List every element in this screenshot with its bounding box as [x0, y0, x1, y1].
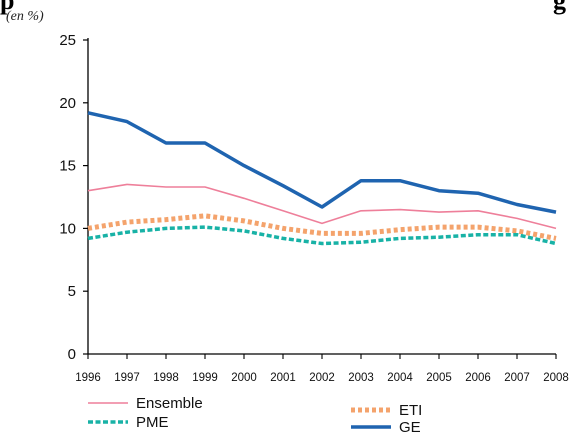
x-tick-label: 2000 [231, 372, 257, 384]
x-tick-label: 1998 [153, 372, 179, 384]
y-tick-label: 10 [59, 220, 76, 237]
y-tick-label: 20 [59, 95, 76, 112]
cut-heading-left: p [0, 0, 15, 15]
x-tick-label: 2008 [543, 372, 569, 384]
y-tick-label: 15 [59, 158, 76, 175]
y-tick-label: 0 [68, 346, 76, 363]
y-tick-label: 25 [59, 32, 76, 49]
series-line-ge [87, 111, 557, 214]
series-line-eti [87, 213, 557, 241]
chart-legend: Ensemble ETI PME GE [88, 395, 422, 432]
x-tick-label: 2001 [270, 372, 296, 384]
series-line-ensemble [87, 183, 557, 230]
x-tick-label: 1999 [192, 372, 218, 384]
x-tick-label: 2005 [426, 372, 452, 384]
x-tick-label: 2004 [387, 372, 413, 384]
x-tick-label: 2007 [504, 372, 530, 384]
x-tick-label: 1997 [114, 372, 140, 384]
x-tick-label: 1996 [75, 372, 101, 384]
cut-heading-right: g [553, 0, 566, 15]
x-tick-label: 2003 [348, 372, 374, 384]
y-tick-label: 5 [68, 283, 76, 300]
unit-label: (en %) [6, 9, 44, 24]
legend-label-eti: ETI [399, 402, 422, 419]
legend-label-ge: GE [399, 419, 421, 432]
legend-label-ensemble: Ensemble [136, 395, 203, 412]
legend-label-pme: PME [136, 414, 169, 431]
x-axis-ticks: 1996 1997 1998 1999 2000 2001 2002 2003 2004 2005… [75, 354, 569, 384]
cut-off-heading: p g [0, 0, 566, 16]
x-tick-label: 2002 [309, 372, 335, 384]
series-line-pme [87, 225, 557, 246]
y-axis-ticks: 0 5 10 15 20 25 [59, 32, 88, 363]
chart-series [87, 111, 557, 246]
x-tick-label: 2006 [465, 372, 491, 384]
